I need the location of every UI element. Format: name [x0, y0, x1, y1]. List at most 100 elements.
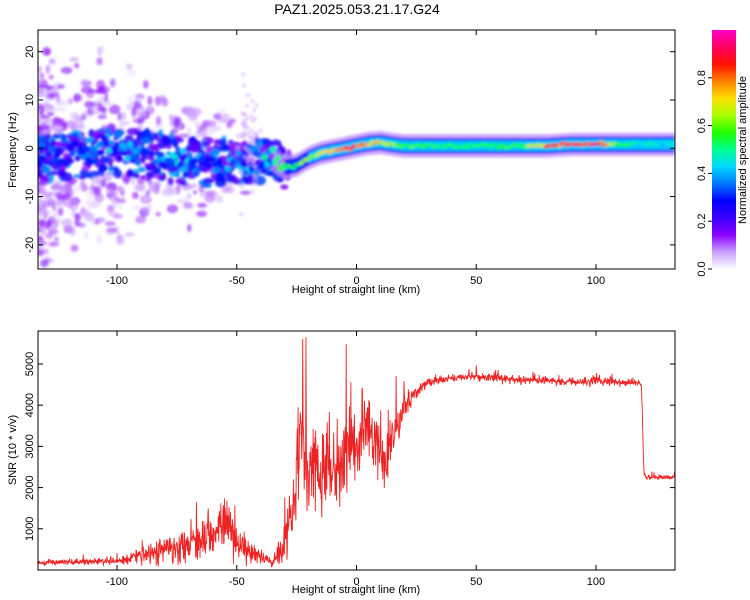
- spectrogram-cell: [160, 94, 165, 102]
- spectrogram-cell: [107, 211, 120, 217]
- spectrogram-cell: [38, 218, 47, 226]
- spectrogram-ridge-cell: [488, 145, 494, 150]
- spectrogram-cell: [74, 62, 80, 69]
- spectrogram-cell: [38, 142, 45, 149]
- spectrogram-cell: [127, 168, 133, 178]
- spectrogram-cell: [46, 219, 52, 228]
- x-tick-label: 100: [587, 576, 605, 588]
- spectrogram-cell: [242, 145, 247, 150]
- spectrogram-cell: [232, 177, 240, 185]
- spectrogram-cell: [251, 141, 256, 146]
- spectrogram-cell: [162, 135, 171, 146]
- spectrogram-cell: [235, 146, 240, 151]
- colorbar: 0.0 0.2 0.4 0.6 0.8 Normalized spectral ampl…: [696, 30, 749, 277]
- spectrogram-cell: [135, 94, 145, 99]
- spectrogram-cell: [230, 150, 235, 156]
- spectrogram-cell: [45, 232, 54, 240]
- spectrogram-cell: [78, 175, 87, 180]
- spectrogram-cell: [88, 89, 100, 94]
- spectrogram-ridge-cell: [556, 144, 563, 149]
- spectrogram-ridge-cell: [103, 140, 110, 147]
- spectrogram-ridge-cell: [124, 155, 131, 162]
- spectrogram-ridge-cell: [214, 166, 221, 173]
- spectrogram-ridge-cell: [177, 161, 184, 168]
- spectrogram-cell: [116, 202, 124, 210]
- spectrogram-ridge-cell: [206, 163, 213, 170]
- y-tick-label: 5000: [24, 352, 36, 376]
- spectrogram-cell: [175, 146, 181, 152]
- spectrogram-cell: [155, 211, 161, 217]
- spectrogram-cell: [76, 119, 85, 129]
- spectrogram-cell: [38, 77, 42, 86]
- spectrogram-cell: [73, 93, 81, 103]
- y-tick-label: 10: [24, 94, 36, 106]
- spectrogram-cell: [108, 160, 113, 167]
- spectrogram-ridge-cell: [464, 145, 470, 150]
- chart-title: PAZ1.2025.053.21.17.G24: [274, 1, 440, 17]
- spectrogram-cell: [241, 119, 248, 128]
- spectrogram-cell: [217, 138, 227, 146]
- spectrogram-cell: [70, 244, 79, 252]
- spectrogram-cell: [38, 249, 44, 257]
- spectrogram-cell: [247, 133, 252, 138]
- spectrogram-cell: [250, 187, 255, 196]
- spectrogram-ridge-cell: [66, 145, 73, 152]
- spectrogram-ridge-cell: [69, 150, 76, 157]
- spectrogram-ridge-cell: [216, 158, 223, 165]
- spectrogram-ridge-cell: [63, 161, 70, 168]
- spectrogram-ridge-cell: [106, 147, 113, 154]
- spectrogram-ridge-cell: [290, 166, 297, 170]
- spectrogram-cell: [131, 205, 143, 211]
- spectrogram-cell: [83, 231, 90, 239]
- y-tick-label: 2000: [24, 475, 36, 499]
- spectrogram-cell: [49, 220, 59, 230]
- spectrogram-cell: [38, 234, 44, 242]
- spectrogram-cell: [250, 118, 255, 123]
- spectrogram-cell: [81, 79, 89, 87]
- spectrogram-cell: [55, 106, 67, 112]
- spectrogram-cell: [265, 171, 278, 177]
- spectrogram-ridge-cell: [145, 165, 152, 172]
- spectrogram-cell: [245, 103, 250, 108]
- spectrogram-cell: [198, 184, 204, 193]
- spectrogram-cell: [38, 65, 42, 74]
- colorbar-tick-label: 0.6: [696, 118, 708, 133]
- spectrogram-cell: [61, 134, 68, 140]
- spectrogram-cell: [90, 140, 95, 147]
- spectrogram-ridge-cell: [108, 140, 115, 147]
- spectrogram-cell: [253, 176, 258, 181]
- spectrogram-cell: [245, 116, 250, 121]
- spectrogram-ridge-cell: [203, 156, 210, 163]
- spectrogram-cell: [241, 131, 246, 136]
- spectrogram-ridge-cell: [171, 153, 178, 160]
- spectrogram-cell: [242, 134, 247, 139]
- spectrogram-cell: [41, 46, 52, 56]
- spectrogram-cell: [101, 106, 107, 114]
- spectrogram-cell: [63, 192, 72, 201]
- x-tick-label: 50: [470, 275, 482, 287]
- spectrogram-cell: [79, 179, 86, 188]
- spectrogram-cell: [200, 128, 208, 139]
- spectrogram-y-label: Frequency (Hz): [7, 112, 19, 188]
- spectrogram-cell: [154, 95, 162, 106]
- spectrogram-cell: [194, 121, 201, 128]
- spectrogram-ridge-cell: [240, 161, 247, 168]
- y-tick-label: -10: [24, 189, 36, 205]
- colorbar-tick-label: 0.0: [696, 261, 708, 276]
- spectrogram-ridge-cell: [53, 152, 60, 159]
- x-tick-label: -100: [106, 576, 128, 588]
- spectrogram-cell: [48, 58, 56, 65]
- spectrogram-cell: [54, 191, 64, 200]
- spectrogram-cell: [135, 215, 147, 224]
- spectrogram-cell: [249, 128, 254, 133]
- spectrogram-ridge-cell: [100, 134, 107, 141]
- spectrogram-cell: [215, 178, 227, 188]
- spectrogram-cell: [189, 202, 194, 209]
- spectrogram-y-axis: -20 -10 0 10 20: [24, 46, 675, 253]
- spectrogram-ridge-cell: [132, 148, 139, 155]
- spectrogram-cell: [130, 177, 136, 186]
- spectrogram-cell: [96, 133, 103, 139]
- x-tick-label: 0: [353, 275, 359, 287]
- spectrogram-cell: [70, 112, 80, 120]
- y-tick-label: 4000: [24, 393, 36, 417]
